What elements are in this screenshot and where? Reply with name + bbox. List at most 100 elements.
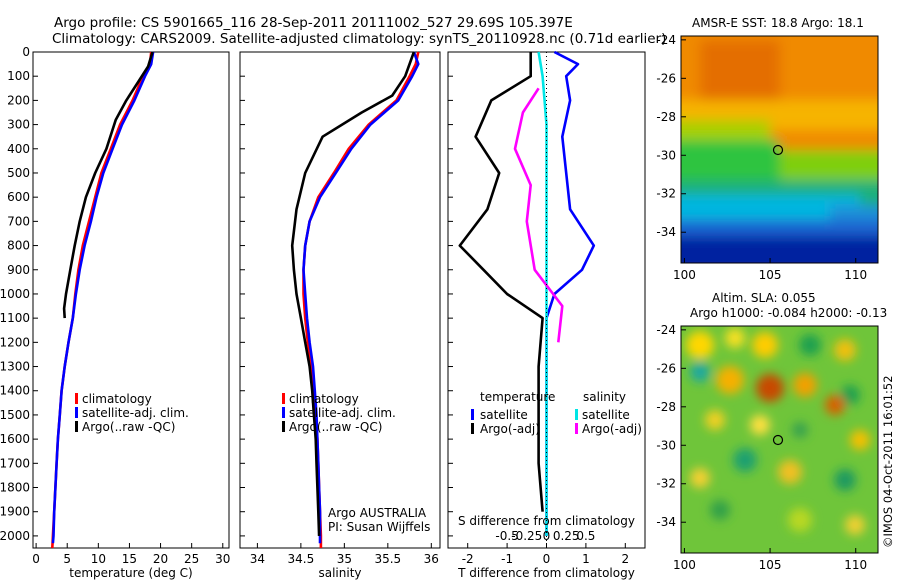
salinity-xtick-label: 34.5 xyxy=(288,552,315,566)
sla-lon-tick-label: 100 xyxy=(673,558,696,572)
legend-temperature-label: satellite xyxy=(480,408,528,422)
sst-map-title: AMSR-E SST: 18.8 Argo: 18.1 xyxy=(692,16,864,30)
salinity-legend-label: climatology xyxy=(289,392,359,406)
salinity-legend-swatch xyxy=(282,393,285,404)
sst-argo-position-marker xyxy=(772,144,784,156)
sla-lat-tick-label: -26 xyxy=(656,361,676,375)
sla-lat-tick-label: -24 xyxy=(656,323,676,337)
title-line-2: Climatology: CARS2009. Satellite-adjuste… xyxy=(52,31,666,47)
salinity-difference-tick-label: -0.5 xyxy=(495,529,518,543)
salinity-series-2-line xyxy=(290,51,416,536)
differences-series-3-line xyxy=(513,87,564,343)
sla-lat-tick-label: -34 xyxy=(656,515,676,529)
temperature-xtick-label: 5 xyxy=(63,552,71,566)
sla-map-title-2: Argo h1000: -0.084 h2000: -0.13 xyxy=(690,306,887,320)
temperature-legend-label: climatology xyxy=(82,392,152,406)
sla-lat-tick-label: -28 xyxy=(656,400,676,414)
depth-tick-label: 200 xyxy=(7,93,30,107)
sst-lon-tick-label: 100 xyxy=(673,268,696,282)
salinity-difference-tick-label: 0.5 xyxy=(576,529,595,543)
differences-xtick-label: -2 xyxy=(462,552,474,566)
sst-lat-tick-label: -24 xyxy=(656,33,676,47)
salinity-series-0-line xyxy=(302,51,420,548)
legend-temperature-swatch xyxy=(471,423,474,434)
temperature-xtick-label: 10 xyxy=(91,552,106,566)
legend-temperature-swatch xyxy=(471,409,474,420)
temperature-series-1-line xyxy=(51,51,155,544)
sla-lon-tick-label: 105 xyxy=(759,558,782,572)
depth-tick-label: 300 xyxy=(7,118,30,132)
depth-tick-label: 1500 xyxy=(0,408,30,422)
temperature-xlabel: temperature (deg C) xyxy=(69,566,192,580)
depth-tick-label: 0 xyxy=(22,45,30,59)
temperature-xtick-label: 0 xyxy=(32,552,40,566)
differences-xtick-label: 1 xyxy=(582,552,590,566)
temperature-legend-swatch xyxy=(75,407,78,418)
differences-xtick-label: 0 xyxy=(543,552,551,566)
temperature-xtick-label: 25 xyxy=(184,552,199,566)
title-line-1: Argo profile: CS 5901665_116 28-Sep-2011… xyxy=(54,15,573,31)
depth-tick-label: 900 xyxy=(7,263,30,277)
sla-lon-tick-label: 110 xyxy=(844,558,867,572)
salinity-difference-tick-label: 0.25 xyxy=(553,529,580,543)
salinity-legend-swatch xyxy=(282,421,285,432)
differences-xtick-label: -1 xyxy=(501,552,513,566)
salinity-difference-tick-label: 0 xyxy=(543,529,551,543)
salinity-axes-frame xyxy=(239,51,441,549)
temperature-xtick-label: 30 xyxy=(215,552,230,566)
legend-salinity-title: salinity xyxy=(583,390,626,404)
temperature-axes-frame xyxy=(32,51,230,549)
sla-map-title-1: Altim. SLA: 0.055 xyxy=(712,291,816,305)
differences-xlabel: T difference from climatology xyxy=(457,566,635,580)
depth-tick-label: 1100 xyxy=(0,311,30,325)
temperature-legend-label: satellite-adj. clim. xyxy=(82,406,189,420)
float-annotation-line: Argo AUSTRALIA xyxy=(328,506,427,520)
temperature-legend-swatch xyxy=(75,421,78,432)
salinity-difference-xlabel: S difference from climatology xyxy=(458,514,635,528)
temperature-xtick-label: 20 xyxy=(153,552,168,566)
temperature-series-2-line xyxy=(62,51,154,319)
salinity-xtick-label: 35 xyxy=(337,552,352,566)
legend-salinity-swatch xyxy=(575,423,578,434)
temperature-panel: 0 5 10 15 20 25 30 temperature (deg C) 0 100 200 30… xyxy=(0,45,230,580)
depth-tick-label: 1200 xyxy=(0,335,30,349)
sla-lat-tick-label: -30 xyxy=(656,438,676,452)
depth-tick-label: 1900 xyxy=(0,505,30,519)
sst-lon-tick-label: 110 xyxy=(844,268,867,282)
depth-tick-label: 1600 xyxy=(0,432,30,446)
salinity-xtick-label: 35.5 xyxy=(374,552,401,566)
depth-tick-label: 1400 xyxy=(0,384,30,398)
sst-lat-tick-label: -26 xyxy=(656,71,676,85)
salinity-difference-tick-label: -0.25 xyxy=(511,529,542,543)
legend-salinity-label: Argo(-adj) xyxy=(582,422,642,436)
salinity-legend-swatch xyxy=(282,407,285,418)
depth-tick-label: 2000 xyxy=(0,529,30,543)
salinity-xtick-label: 34 xyxy=(250,552,265,566)
differences-panel: -2 -1 0 1 2T difference from climatology temp… xyxy=(447,50,646,580)
sst-lat-tick-label: -28 xyxy=(656,110,676,124)
salinity-legend-label: satellite-adj. clim. xyxy=(289,406,396,420)
sst-lat-tick-label: -30 xyxy=(656,148,676,162)
differences-series-1-line xyxy=(458,52,544,512)
sla-argo-position-marker xyxy=(772,434,784,446)
depth-tick-label: 1000 xyxy=(0,287,30,301)
sst-lat-tick-label: -32 xyxy=(656,187,676,201)
differences-series-2-line xyxy=(537,51,548,536)
depth-tick-label: 800 xyxy=(7,239,30,253)
legend-salinity-swatch xyxy=(575,409,578,420)
salinity-xlabel: salinity xyxy=(318,566,361,580)
sst-lat-tick-label: -34 xyxy=(656,225,676,239)
salinity-legend-label: Argo(..raw -QC) xyxy=(289,420,382,434)
depth-tick-label: 100 xyxy=(7,69,30,83)
imos-timestamp-watermark: ©IMOS 04-Oct-2011 16:01:52 xyxy=(881,375,895,548)
sla-map: Altim. SLA: 0.055 Argo h1000: -0.084 h20… xyxy=(656,291,887,572)
salinity-series-1-line xyxy=(302,51,420,544)
legend-salinity-label: satellite xyxy=(582,408,630,422)
temperature-legend-swatch xyxy=(75,393,78,404)
sst-map: AMSR-E SST: 18.8 Argo: 18.1 -24 -26 -28 -30… xyxy=(656,16,879,282)
differences-xtick-label: 2 xyxy=(621,552,629,566)
depth-tick-label: 1300 xyxy=(0,360,30,374)
temperature-series-0-line xyxy=(51,51,153,549)
salinity-panel: 34 34.5 35 35.5 36 salinity climatologysatelli… xyxy=(239,51,441,580)
